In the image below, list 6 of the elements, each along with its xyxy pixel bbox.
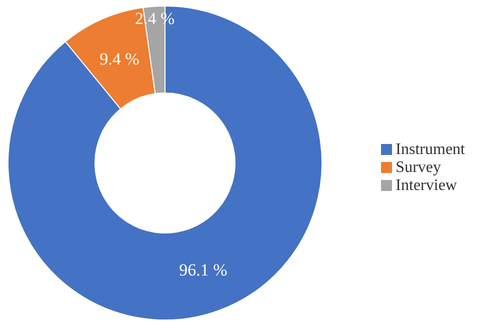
legend-label: Instrument xyxy=(396,140,465,158)
data-label: 96.1 % xyxy=(179,260,228,280)
legend-label: Interview xyxy=(396,176,457,194)
legend-label: Survey xyxy=(396,158,441,176)
data-label: 9.4 % xyxy=(100,50,140,69)
donut-slice xyxy=(8,6,322,320)
